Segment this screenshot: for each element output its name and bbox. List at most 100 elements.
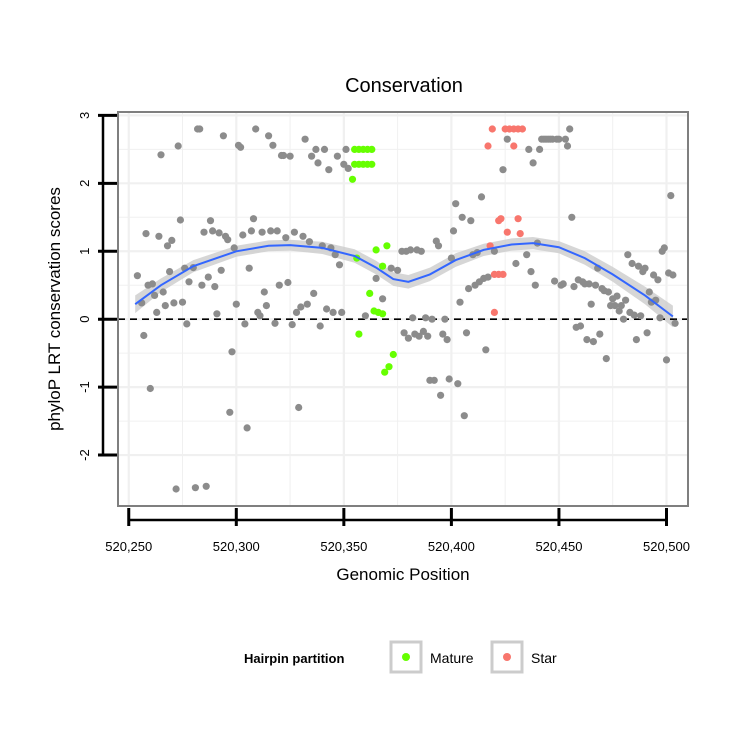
x-tick-label: 520,300 [213, 539, 260, 554]
chart-title: Conservation [345, 75, 463, 97]
point-other [151, 291, 159, 299]
point-other [262, 302, 270, 310]
point-other [196, 125, 204, 133]
point-other [379, 295, 387, 303]
point-other [406, 246, 415, 254]
point-other [329, 308, 337, 316]
point-mature [389, 350, 397, 359]
y-axis-label: phyloP LRT conservation scores [45, 187, 64, 431]
point-other [338, 308, 346, 316]
point-star [503, 228, 511, 236]
point-other [527, 268, 535, 276]
point-other [146, 384, 154, 393]
point-star [514, 215, 522, 223]
point-other [585, 280, 593, 288]
point-other [467, 217, 475, 225]
point-other [583, 336, 591, 344]
point-other [209, 227, 217, 235]
point-other [372, 274, 380, 282]
point-other [211, 283, 219, 291]
point-other [460, 412, 468, 420]
point-other [245, 264, 253, 272]
point-other [260, 288, 268, 296]
point-other [602, 355, 610, 363]
smooth-line [134, 242, 674, 318]
legend-entry-star: Star [490, 640, 557, 674]
point-other [454, 380, 462, 388]
point-other [611, 302, 619, 310]
point-other [669, 271, 677, 279]
point-other [613, 292, 621, 300]
point-other [153, 308, 161, 316]
point-other [394, 266, 402, 274]
point-other [183, 320, 191, 328]
point-other [243, 424, 251, 432]
point-other [168, 236, 176, 244]
point-other [645, 288, 653, 296]
point-other [596, 330, 604, 338]
point-mature [385, 363, 393, 371]
point-other [292, 308, 301, 316]
point-other [643, 329, 651, 337]
point-other [133, 272, 141, 280]
point-other [241, 320, 249, 328]
point-other [619, 315, 628, 323]
y-tick-label: 2 [77, 180, 92, 187]
point-other [576, 322, 585, 330]
point-other [200, 228, 208, 236]
point-other [525, 145, 533, 153]
point-other [232, 300, 240, 308]
point-other [465, 285, 473, 293]
point-other [335, 261, 344, 269]
point-other [523, 251, 531, 259]
point-star [488, 125, 496, 133]
point-mature [368, 160, 376, 168]
point-mature [366, 289, 374, 297]
point-other [458, 213, 466, 221]
point-other [428, 315, 436, 323]
point-mature [348, 175, 357, 183]
point-other [249, 215, 258, 223]
legend: Hairpin partition Mature Star [244, 640, 557, 674]
point-other [170, 299, 178, 307]
point-mature [381, 368, 389, 376]
point-star [499, 270, 507, 278]
point-other [258, 228, 266, 236]
point-other [284, 278, 292, 287]
x-tick-label: 520,500 [643, 539, 690, 554]
point-star [510, 142, 518, 150]
point-other [589, 338, 598, 346]
smooth-confidence-band [135, 237, 673, 328]
point-star [497, 215, 505, 223]
point-other [555, 135, 563, 143]
point-other [265, 132, 273, 140]
point-other [178, 298, 187, 306]
point-other [400, 329, 408, 337]
point-other [449, 227, 458, 235]
point-other [660, 244, 668, 252]
point-other [215, 229, 223, 237]
point-other [447, 254, 455, 262]
point-other [185, 278, 193, 286]
point-other [161, 302, 169, 310]
point-other [559, 280, 567, 288]
y-tick-label: -2 [77, 449, 92, 461]
point-other [568, 213, 576, 221]
point-other [617, 302, 625, 310]
point-other [604, 288, 613, 296]
point-other [484, 273, 492, 281]
point-other [142, 230, 150, 238]
point-mature [379, 310, 387, 318]
legend-entry-mature: Mature [389, 640, 474, 674]
point-other [624, 251, 632, 259]
point-other [237, 143, 245, 151]
panel-border [117, 111, 689, 507]
point-other [282, 234, 290, 242]
point-other [536, 145, 544, 153]
y-tick-label: 3 [77, 112, 92, 119]
x-tick-label: 520,400 [428, 539, 475, 554]
point-other [213, 310, 221, 318]
y-axis: -2 -1 0 1 2 3 [77, 112, 117, 461]
point-star [516, 230, 524, 238]
